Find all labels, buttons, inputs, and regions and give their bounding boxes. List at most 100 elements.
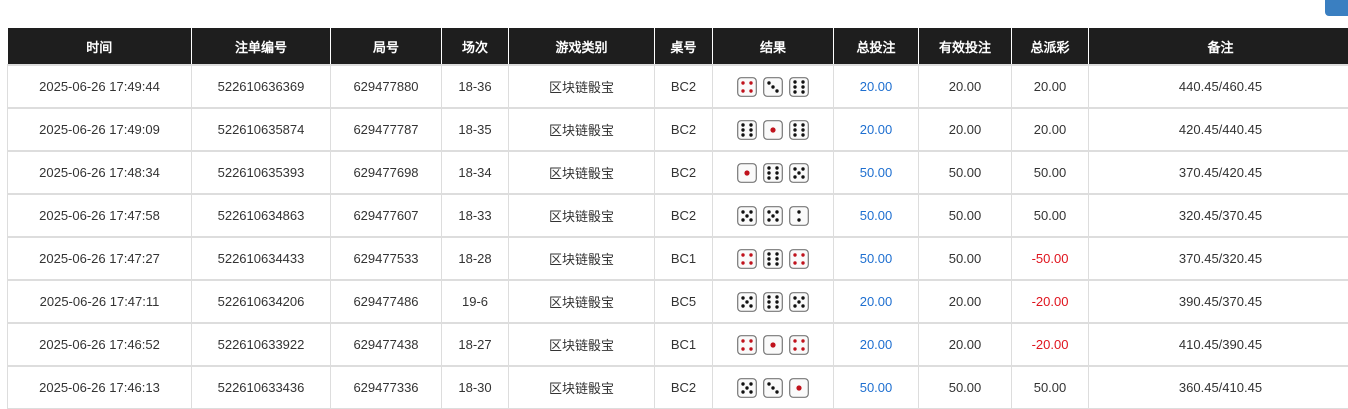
die-5-icon: [737, 378, 757, 398]
cell-payout: 50.00: [1012, 151, 1089, 194]
top-action-button[interactable]: [1325, 0, 1348, 16]
die-4-icon: [789, 335, 809, 355]
cell-bet-no: 522610635393: [192, 151, 331, 194]
die-5-icon: [763, 206, 783, 226]
cell-game-type: 区块链骰宝: [509, 366, 655, 409]
cell-note: 360.45/410.45: [1089, 366, 1348, 409]
die-6-icon: [789, 77, 809, 97]
die-1-icon: [789, 378, 809, 398]
cell-result: [713, 194, 834, 237]
die-6-icon: [763, 292, 783, 312]
cell-total-bet: 50.00: [834, 237, 919, 280]
cell-session: 18-34: [442, 151, 509, 194]
cell-table-no: BC2: [655, 108, 713, 151]
header-note: 备注: [1089, 28, 1348, 65]
cell-note: 320.45/370.45: [1089, 194, 1348, 237]
header-time: 时间: [8, 28, 192, 65]
die-6-icon: [737, 120, 757, 140]
cell-table-no: BC2: [655, 366, 713, 409]
cell-bet-no: 522610635874: [192, 108, 331, 151]
cell-time: 2025-06-26 17:47:27: [8, 237, 192, 280]
cell-game-type: 区块链骰宝: [509, 280, 655, 323]
cell-note: 420.45/440.45: [1089, 108, 1348, 151]
cell-time: 2025-06-26 17:49:09: [8, 108, 192, 151]
cell-payout: -20.00: [1012, 280, 1089, 323]
cell-result: [713, 280, 834, 323]
cell-valid-bet: 50.00: [919, 237, 1012, 280]
cell-bet-no: 522610633922: [192, 323, 331, 366]
die-5-icon: [737, 292, 757, 312]
cell-total-bet: 20.00: [834, 280, 919, 323]
cell-round: 629477533: [331, 237, 442, 280]
cell-total-bet: 50.00: [834, 151, 919, 194]
cell-session: 18-33: [442, 194, 509, 237]
cell-valid-bet: 50.00: [919, 194, 1012, 237]
die-1-icon: [737, 163, 757, 183]
cell-game-type: 区块链骰宝: [509, 323, 655, 366]
die-3-icon: [763, 378, 783, 398]
die-5-icon: [789, 292, 809, 312]
header-table-no: 桌号: [655, 28, 713, 65]
cell-payout: 50.00: [1012, 366, 1089, 409]
cell-total-bet: 50.00: [834, 366, 919, 409]
cell-session: 19-6: [442, 280, 509, 323]
cell-session: 18-35: [442, 108, 509, 151]
cell-bet-no: 522610634863: [192, 194, 331, 237]
cell-time: 2025-06-26 17:49:44: [8, 65, 192, 108]
cell-table-no: BC5: [655, 280, 713, 323]
cell-round: 629477880: [331, 65, 442, 108]
cell-total-bet: 20.00: [834, 323, 919, 366]
header-total-bet: 总投注: [834, 28, 919, 65]
cell-session: 18-27: [442, 323, 509, 366]
cell-valid-bet: 20.00: [919, 65, 1012, 108]
cell-total-bet: 20.00: [834, 65, 919, 108]
header-session: 场次: [442, 28, 509, 65]
cell-payout: -20.00: [1012, 323, 1089, 366]
cell-game-type: 区块链骰宝: [509, 108, 655, 151]
cell-note: 390.45/370.45: [1089, 280, 1348, 323]
die-4-icon: [737, 249, 757, 269]
cell-round: 629477438: [331, 323, 442, 366]
cell-time: 2025-06-26 17:48:34: [8, 151, 192, 194]
cell-result: [713, 65, 834, 108]
cell-valid-bet: 20.00: [919, 323, 1012, 366]
header-payout: 总派彩: [1012, 28, 1089, 65]
cell-table-no: BC2: [655, 194, 713, 237]
cell-session: 18-30: [442, 366, 509, 409]
die-1-icon: [763, 335, 783, 355]
die-6-icon: [763, 163, 783, 183]
cell-time: 2025-06-26 17:46:52: [8, 323, 192, 366]
header-round: 局号: [331, 28, 442, 65]
die-4-icon: [737, 335, 757, 355]
cell-round: 629477336: [331, 366, 442, 409]
cell-valid-bet: 50.00: [919, 151, 1012, 194]
cell-round: 629477607: [331, 194, 442, 237]
cell-table-no: BC1: [655, 237, 713, 280]
cell-valid-bet: 50.00: [919, 366, 1012, 409]
die-2-icon: [789, 206, 809, 226]
cell-time: 2025-06-26 17:47:58: [8, 194, 192, 237]
bet-records-table: 时间注单编号局号场次游戏类别桌号结果总投注有效投注总派彩备注 2025-06-2…: [7, 28, 1348, 409]
die-5-icon: [789, 163, 809, 183]
cell-time: 2025-06-26 17:46:13: [8, 366, 192, 409]
die-4-icon: [737, 77, 757, 97]
cell-total-bet: 20.00: [834, 108, 919, 151]
cell-session: 18-36: [442, 65, 509, 108]
cell-payout: 20.00: [1012, 108, 1089, 151]
cell-round: 629477698: [331, 151, 442, 194]
cell-note: 440.45/460.45: [1089, 65, 1348, 108]
cell-bet-no: 522610633436: [192, 366, 331, 409]
cell-valid-bet: 20.00: [919, 280, 1012, 323]
cell-table-no: BC2: [655, 151, 713, 194]
cell-game-type: 区块链骰宝: [509, 65, 655, 108]
die-4-icon: [789, 249, 809, 269]
die-1-icon: [763, 120, 783, 140]
cell-bet-no: 522610634206: [192, 280, 331, 323]
die-3-icon: [763, 77, 783, 97]
cell-bet-no: 522610634433: [192, 237, 331, 280]
header-result: 结果: [713, 28, 834, 65]
cell-payout: -50.00: [1012, 237, 1089, 280]
